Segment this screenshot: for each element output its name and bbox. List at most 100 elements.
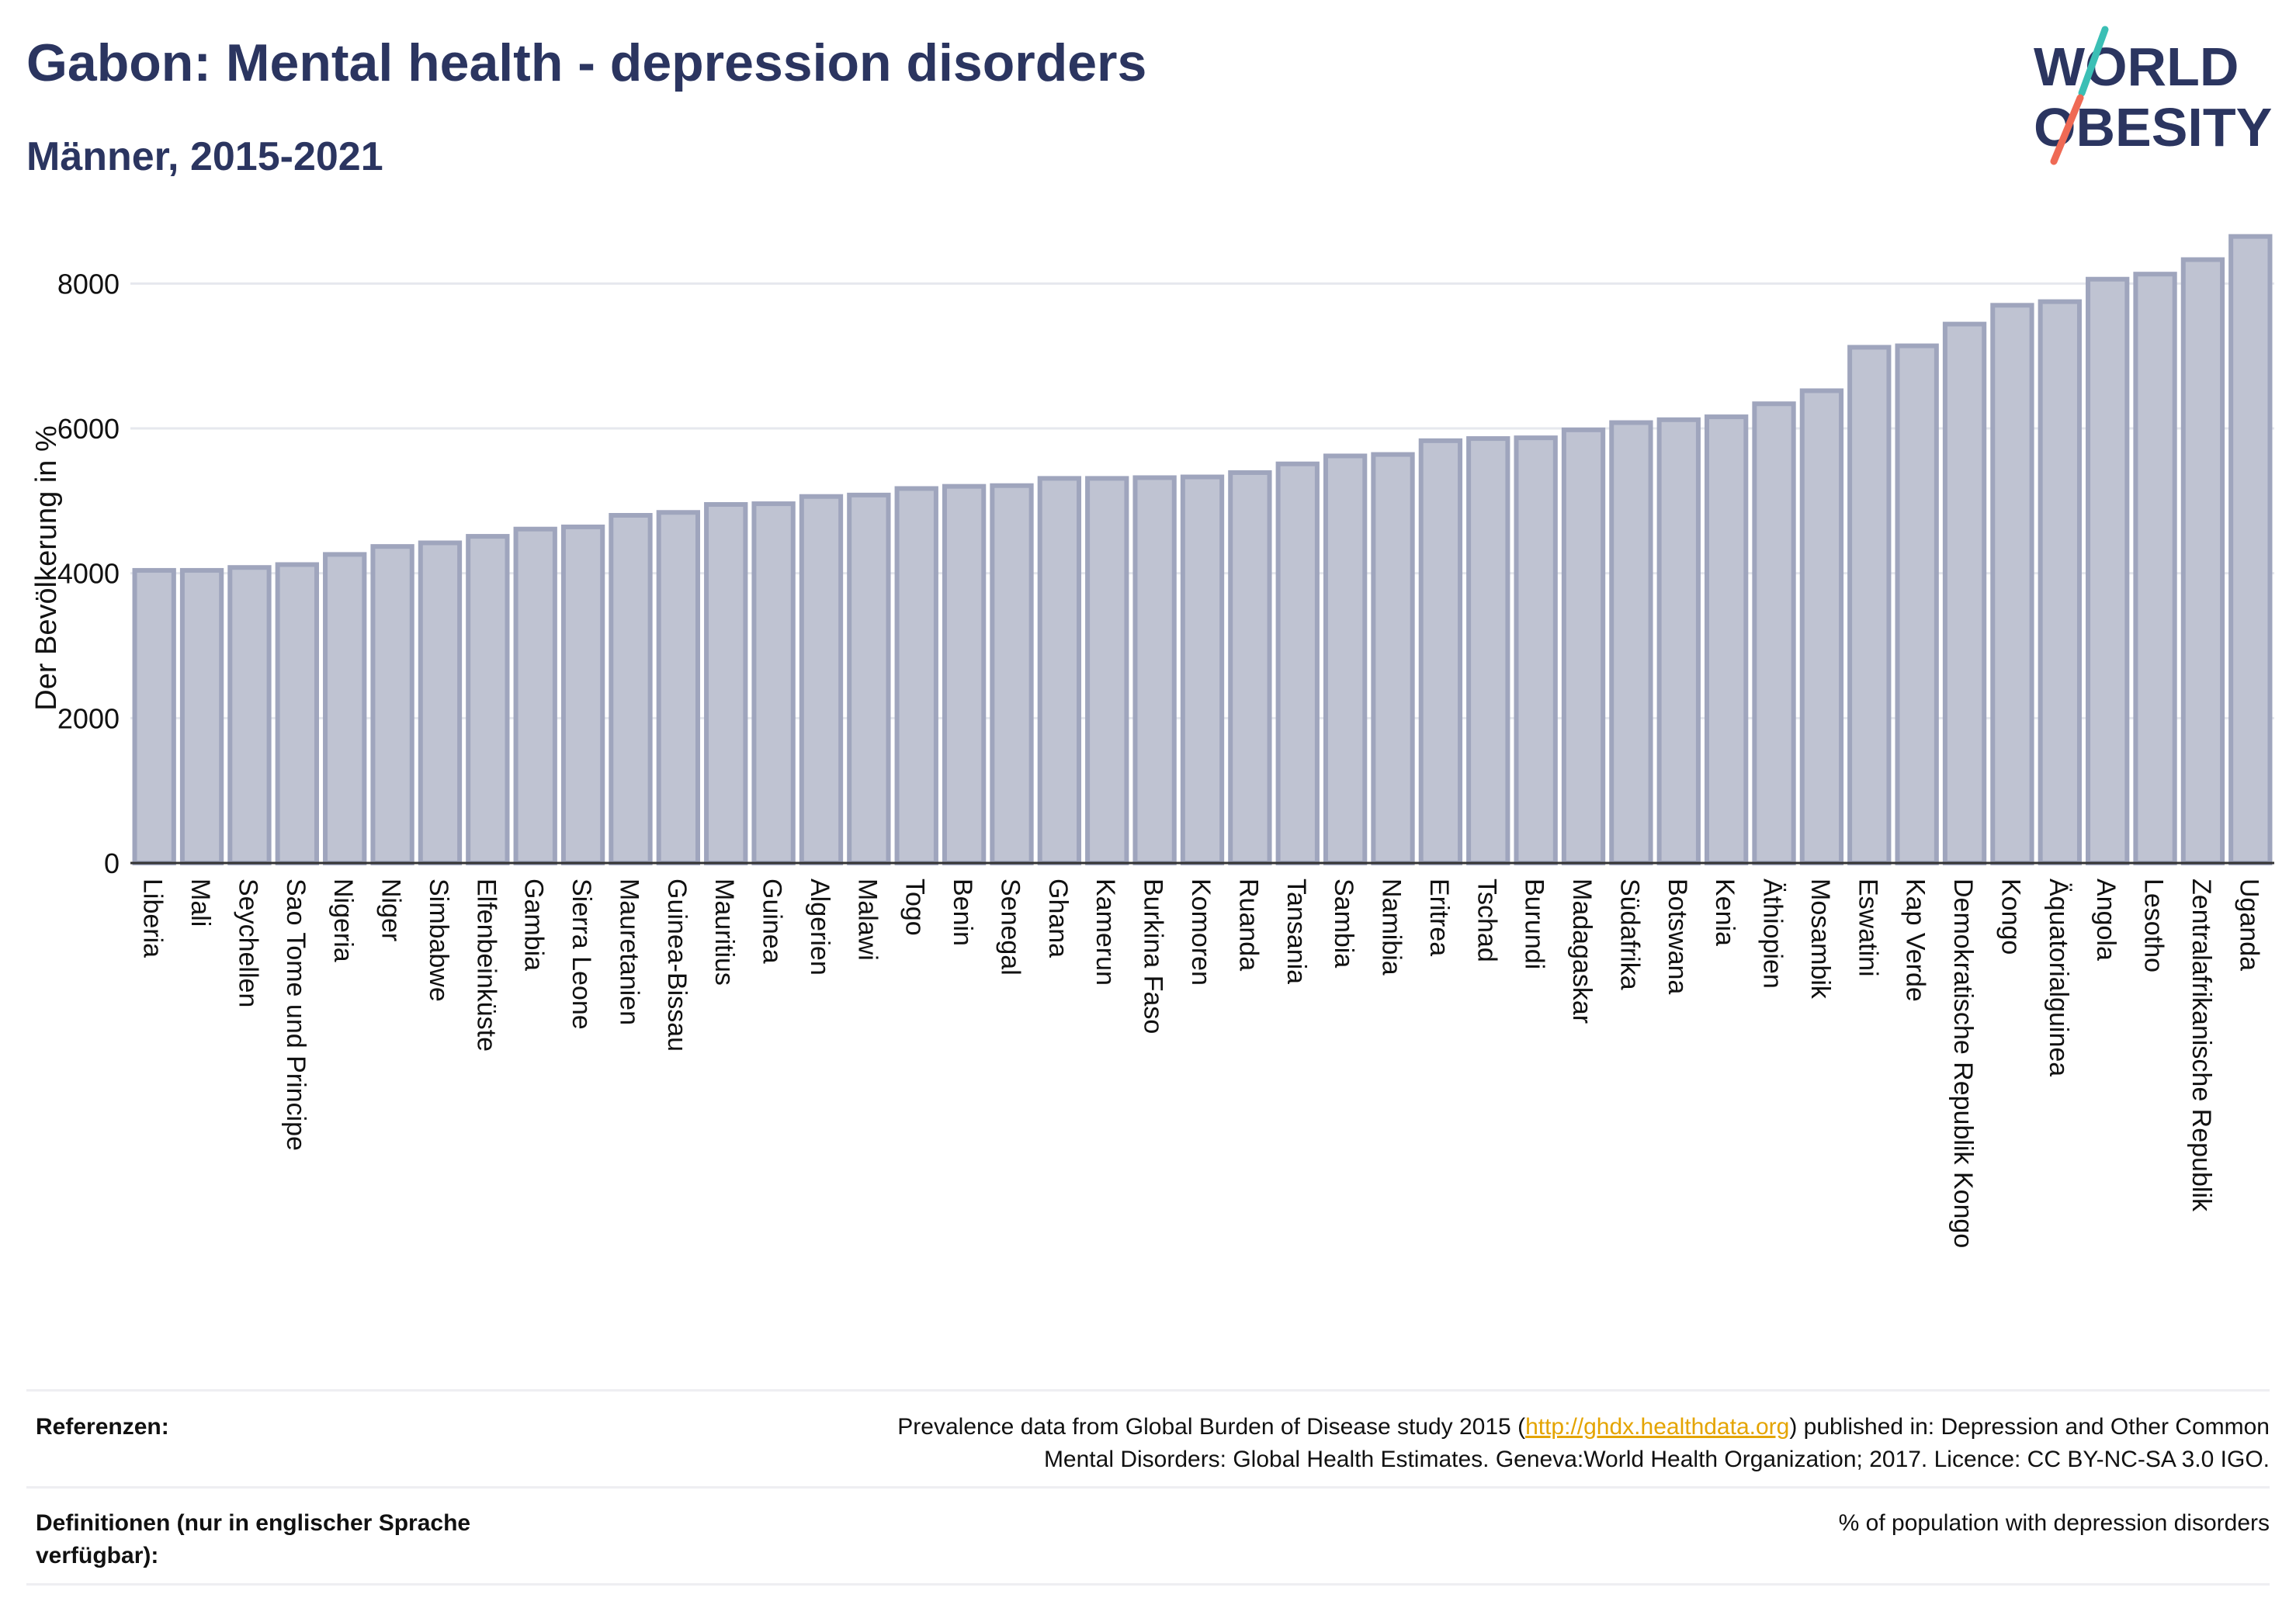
- x-tick-label: Kamerun: [1091, 879, 1120, 986]
- bar[interactable]: [179, 567, 224, 866]
- bar[interactable]: [1037, 476, 1082, 866]
- chart-subtitle: Männer, 2015-2021: [26, 134, 383, 179]
- bar[interactable]: [1561, 427, 1606, 865]
- bar[interactable]: [560, 524, 605, 866]
- x-tick-label: Angola: [2091, 879, 2121, 961]
- x-tick-label: Guinea: [758, 879, 787, 964]
- definitions-label-line-2: verfügbar):: [36, 1543, 159, 1568]
- x-tick-label: Tschad: [1472, 879, 1501, 962]
- x-tick-label: Uganda: [2234, 879, 2263, 971]
- bar[interactable]: [1228, 470, 1272, 866]
- y-tick-label: 6000: [57, 413, 120, 445]
- bar[interactable]: [799, 494, 844, 865]
- bar[interactable]: [1847, 345, 1892, 865]
- bar[interactable]: [227, 565, 272, 865]
- x-tick-label: Togo: [900, 879, 930, 936]
- bar[interactable]: [2038, 299, 2082, 865]
- y-tick-label: 8000: [57, 268, 120, 300]
- bar[interactable]: [275, 562, 319, 865]
- x-tick-label: Elfenbeinküste: [471, 879, 501, 1052]
- bars: [132, 234, 2273, 866]
- logo-slash-bottom: [2050, 94, 2084, 165]
- bar[interactable]: [1371, 452, 1415, 865]
- table-rule-middle: [26, 1486, 2270, 1489]
- bar[interactable]: [609, 513, 653, 865]
- bar[interactable]: [1180, 474, 1225, 865]
- references-line-1-start: Prevalence data from Global Burden of Di…: [897, 1414, 1526, 1440]
- references-line-1-end: ) published in: Depression and Other Com…: [1789, 1414, 2270, 1440]
- bar[interactable]: [2180, 257, 2225, 865]
- x-tick-label: Burkina Faso: [1139, 879, 1168, 1034]
- bar[interactable]: [751, 501, 796, 865]
- bar[interactable]: [323, 552, 367, 866]
- x-tick-label: Kap Verde: [1901, 879, 1930, 1002]
- logo-slash-top: [2078, 26, 2109, 97]
- x-tick-label: Gambia: [519, 879, 549, 971]
- y-tick-label: 4000: [57, 558, 120, 590]
- y-tick-label: 0: [104, 847, 120, 879]
- bar[interactable]: [2228, 234, 2273, 865]
- bar[interactable]: [1275, 461, 1320, 865]
- x-tick-label: Burundi: [1520, 879, 1549, 969]
- x-tick-label: Äquatorialguinea: [2044, 879, 2073, 1076]
- bar[interactable]: [1990, 303, 2034, 866]
- world-obesity-logo: WORLD OBESITY: [2034, 26, 2272, 165]
- x-tick-label: Südafrika: [1614, 879, 1644, 990]
- bar[interactable]: [1085, 476, 1129, 866]
- bar[interactable]: [1942, 321, 1987, 866]
- bar[interactable]: [2086, 276, 2130, 865]
- x-tick-label: Seychellen: [233, 879, 262, 1007]
- y-tick-label: 2000: [57, 702, 120, 734]
- x-tick-label: Malawi: [852, 879, 882, 961]
- bar[interactable]: [704, 502, 748, 865]
- bar[interactable]: [1132, 475, 1177, 865]
- x-tick-label: Liberia: [138, 879, 168, 958]
- x-axis-ticks: Liberia Mali Seychellen Sao Tome und Princi…: [138, 879, 2264, 1248]
- bar[interactable]: [2133, 272, 2177, 865]
- bar[interactable]: [1895, 343, 1939, 866]
- x-tick-label: Sierra Leone: [567, 879, 596, 1030]
- y-axis-label: Der Bevölkerung in %: [30, 425, 63, 711]
- bar[interactable]: [1418, 438, 1463, 865]
- bar[interactable]: [1514, 435, 1558, 865]
- x-tick-label: Komoren: [1186, 879, 1216, 986]
- x-tick-label: Algerien: [805, 879, 834, 976]
- bar[interactable]: [656, 510, 701, 865]
- bar[interactable]: [418, 540, 463, 865]
- x-tick-label: Äthiopien: [1758, 879, 1788, 989]
- x-tick-label: Kongo: [1996, 879, 2025, 955]
- references-label: Referenzen:: [36, 1414, 169, 1440]
- definitions-text: % of population with depression disorder…: [1838, 1510, 2270, 1536]
- bar[interactable]: [513, 526, 557, 865]
- x-tick-label: Eswatini: [1853, 879, 1882, 977]
- y-axis-ticks: 0 2000 4000 6000 8000: [57, 268, 120, 879]
- x-tick-label: Niger: [376, 879, 406, 941]
- definitions-label-line-1: Definitionen (nur in englischer Sprache: [36, 1510, 471, 1536]
- bar[interactable]: [1323, 453, 1368, 865]
- bar[interactable]: [1466, 436, 1510, 865]
- x-tick-label: Kenia: [1710, 879, 1739, 946]
- x-tick-label: Benin: [948, 879, 977, 946]
- references-line-1: Prevalence data from Global Burden of Di…: [897, 1411, 2270, 1444]
- x-tick-label: Botswana: [1663, 879, 1692, 994]
- logo-word-1: WORLD: [2034, 36, 2239, 97]
- bar[interactable]: [1752, 401, 1796, 865]
- bar[interactable]: [1609, 420, 1653, 865]
- x-tick-label: Mauretanien: [614, 879, 643, 1025]
- bar[interactable]: [370, 544, 414, 866]
- x-tick-label: Zentralafrikanische Republik: [2187, 879, 2216, 1212]
- bar[interactable]: [942, 483, 987, 866]
- bar[interactable]: [990, 483, 1034, 865]
- bar[interactable]: [894, 486, 938, 865]
- bar[interactable]: [466, 534, 510, 865]
- x-tick-label: Nigeria: [328, 879, 358, 962]
- bar[interactable]: [1704, 414, 1749, 865]
- references-line-2: Mental Disorders: Global Health Estimate…: [1043, 1447, 2270, 1472]
- bar[interactable]: [1656, 417, 1701, 865]
- x-tick-label: Mosambik: [1805, 879, 1835, 1000]
- references-link[interactable]: http://ghdx.healthdata.org: [1525, 1414, 1790, 1440]
- x-tick-label: Lesotho: [2139, 879, 2169, 972]
- bar[interactable]: [132, 567, 176, 866]
- bar[interactable]: [847, 492, 891, 865]
- bar[interactable]: [1799, 388, 1844, 865]
